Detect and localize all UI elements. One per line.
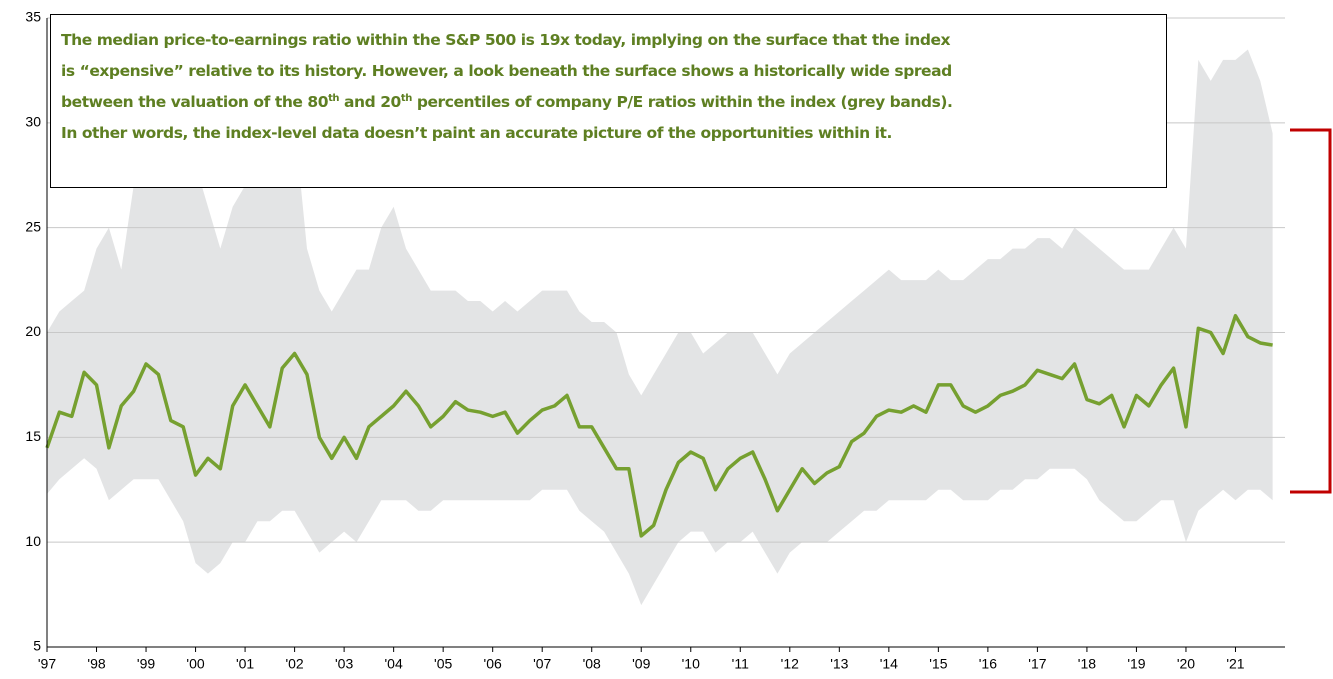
y-tick-label: 30: [25, 114, 41, 130]
y-tick-label: 10: [25, 533, 41, 549]
annotation-text: th: [400, 92, 412, 104]
annotation-line: In other words, the index-level data doe…: [61, 124, 892, 142]
y-tick-label: 15: [25, 428, 41, 444]
y-tick-label: 35: [25, 9, 41, 25]
x-tick-label: '20: [1177, 656, 1195, 672]
x-tick-label: '07: [533, 656, 551, 672]
x-tick-label: '01: [236, 656, 254, 672]
annotation-text: and 20: [339, 93, 401, 111]
x-tick-label: '17: [1028, 656, 1046, 672]
x-tick-label: '08: [583, 656, 601, 672]
x-tick-label: '10: [682, 656, 700, 672]
annotation-line: between the valuation of the 80th and 20…: [61, 87, 1156, 118]
x-tick-label: '14: [880, 656, 898, 672]
x-tick-label: '02: [285, 656, 303, 672]
annotation-line: is “expensive” relative to its history. …: [61, 62, 952, 80]
y-tick-label: 25: [25, 218, 41, 234]
x-tick-label: '00: [186, 656, 204, 672]
x-tick-label: '03: [335, 656, 353, 672]
annotation-text: percentiles of company P/E ratios within…: [411, 93, 953, 111]
x-tick-label: '16: [979, 656, 997, 672]
x-tick-label: '04: [385, 656, 403, 672]
x-tick-label: '18: [1078, 656, 1096, 672]
x-tick-label: '21: [1226, 656, 1244, 672]
annotation-line: The median price-to-earnings ratio withi…: [61, 31, 951, 49]
y-tick-label: 20: [25, 323, 41, 339]
y-tick-label: 5: [33, 638, 41, 654]
annotation-box: The median price-to-earnings ratio withi…: [50, 14, 1167, 188]
x-tick-label: '98: [87, 656, 105, 672]
x-tick-label: '99: [137, 656, 155, 672]
bracket: [1290, 128, 1332, 494]
x-tick-label: '12: [781, 656, 799, 672]
percentile-band: [47, 49, 1273, 606]
median-line: [45, 313, 1273, 538]
x-tick-label: '11: [732, 656, 749, 672]
x-tick-label: '15: [929, 656, 947, 672]
x-tick-label: '05: [434, 656, 452, 672]
x-tick-label: '97: [38, 656, 56, 672]
x-tick-label: '09: [632, 656, 650, 672]
annotation-text: th: [328, 92, 340, 104]
x-tick-label: '13: [830, 656, 848, 672]
x-tick-label: '19: [1127, 656, 1145, 672]
x-tick-label: '06: [484, 656, 502, 672]
annotation-text: between the valuation of the 80: [61, 93, 329, 111]
